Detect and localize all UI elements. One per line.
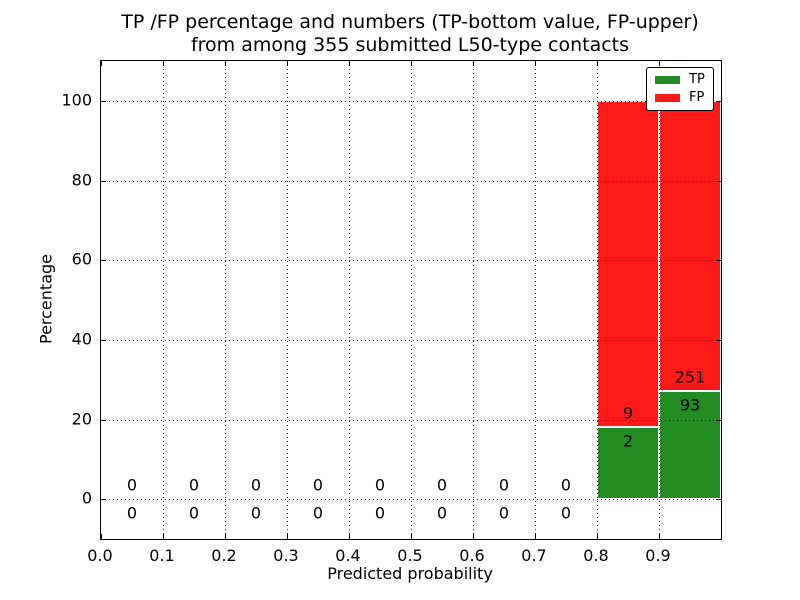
y-tick-mark — [716, 419, 721, 421]
x-tick-label: 0.4 — [335, 546, 361, 565]
y-tick-label: 40 — [71, 329, 92, 349]
x-tick-mark — [535, 61, 536, 66]
y-tick-mark — [101, 499, 106, 501]
x-tick-label: 0.5 — [397, 546, 423, 565]
x-tick-mark — [163, 534, 164, 539]
fp-count-label: 0 — [250, 475, 262, 495]
tp-count-label: 2 — [622, 431, 634, 451]
v-gridline — [535, 61, 536, 539]
y-tick-label: 20 — [71, 409, 92, 428]
v-gridline — [659, 61, 660, 539]
x-tick-mark — [101, 61, 102, 66]
x-tick-mark — [659, 534, 660, 539]
y-tick-mark — [716, 260, 721, 262]
x-tick-mark — [535, 534, 536, 539]
x-tick-label: 0.6 — [459, 546, 485, 565]
fp-count-label: 0 — [188, 475, 200, 495]
bar-fp-segment — [659, 100, 721, 392]
fp-count-label: 0 — [498, 475, 510, 495]
x-tick-mark — [225, 61, 226, 66]
y-tick-mark — [101, 180, 106, 182]
chart-title-line1: TP /FP percentage and numbers (TP-bottom… — [121, 11, 699, 33]
x-tick-label: 0.8 — [583, 546, 609, 565]
v-gridline — [349, 61, 350, 539]
legend-item-fp: FP — [655, 91, 705, 105]
y-tick-label: 0 — [81, 488, 92, 508]
tp-count-label: 0 — [126, 503, 138, 523]
x-tick-mark — [287, 534, 288, 539]
tp-count-label: 0 — [250, 503, 262, 523]
plot-area: 0 0 0 0 0 0 0 0 0 0 0 0 0 0 0 0 9 2 251 93 — [100, 60, 722, 540]
x-tick-mark — [473, 61, 474, 66]
fp-count-label: 0 — [560, 475, 572, 495]
fp-count-label: 251 — [674, 367, 706, 387]
tp-count-label: 0 — [436, 503, 448, 523]
y-tick-label: 80 — [71, 170, 92, 189]
x-tick-mark — [349, 61, 350, 66]
v-gridline — [473, 61, 474, 539]
tp-count-label: 0 — [374, 503, 386, 523]
tp-count-label: 0 — [312, 503, 324, 523]
x-tick-mark — [163, 61, 164, 66]
legend-label-tp: TP — [689, 72, 705, 87]
x-tick-mark — [411, 61, 412, 66]
tp-count-label: 0 — [188, 503, 200, 523]
y-tick-mark — [101, 260, 106, 262]
x-tick-mark — [349, 534, 350, 539]
tp-count-label: 93 — [679, 395, 701, 415]
fp-count-label: 0 — [126, 475, 138, 495]
y-tick-label: 60 — [71, 249, 92, 269]
v-gridline — [287, 61, 288, 539]
x-tick-label: 0.1 — [149, 546, 175, 565]
x-tick-label: 0.7 — [521, 546, 547, 565]
x-tick-mark — [225, 534, 226, 539]
fp-count-label: 0 — [436, 475, 448, 495]
y-tick-mark — [101, 339, 106, 341]
bar-fp-segment — [597, 100, 659, 427]
fp-count-label: 0 — [374, 475, 386, 495]
x-tick-mark — [287, 61, 288, 66]
legend-label-fp: FP — [689, 90, 705, 105]
v-gridline — [163, 61, 164, 539]
y-tick-label: 100 — [61, 90, 92, 110]
x-tick-mark — [473, 534, 474, 539]
x-tick-mark — [101, 534, 102, 539]
x-tick-label: 0.3 — [273, 546, 299, 565]
chart-title-line2: from among 355 submitted L50-type contac… — [190, 34, 630, 56]
tp-count-label: 0 — [560, 503, 572, 523]
fp-count-label: 0 — [312, 475, 324, 495]
v-gridline — [225, 61, 226, 539]
legend-swatch-fp — [655, 94, 680, 102]
y-tick-mark — [716, 180, 721, 182]
tp-count-label: 0 — [498, 503, 510, 523]
x-tick-mark — [659, 61, 660, 66]
x-tick-mark — [411, 534, 412, 539]
x-tick-mark — [597, 534, 598, 539]
x-tick-label: 0.9 — [645, 546, 671, 565]
y-tick-mark — [101, 100, 106, 102]
bar-tp-segment — [597, 426, 659, 500]
legend-swatch-tp — [655, 76, 680, 84]
y-tick-mark — [716, 100, 721, 102]
x-tick-mark — [597, 61, 598, 66]
fp-count-label: 9 — [622, 403, 634, 423]
chart-title: TP /FP percentage and numbers (TP-bottom… — [100, 11, 720, 57]
y-tick-mark — [101, 419, 106, 421]
y-tick-mark — [716, 499, 721, 501]
bar-tp-segment — [659, 391, 721, 500]
x-tick-label: 0.0 — [87, 546, 113, 565]
x-tick-label: 0.2 — [211, 546, 237, 565]
v-gridline — [411, 61, 412, 539]
y-tick-mark — [716, 339, 721, 341]
v-gridline — [597, 61, 598, 539]
y-axis-label: Percentage — [36, 253, 56, 345]
x-axis-label: Predicted probability — [327, 564, 493, 583]
legend: TP FP — [646, 67, 714, 111]
legend-item-tp: TP — [655, 73, 705, 87]
